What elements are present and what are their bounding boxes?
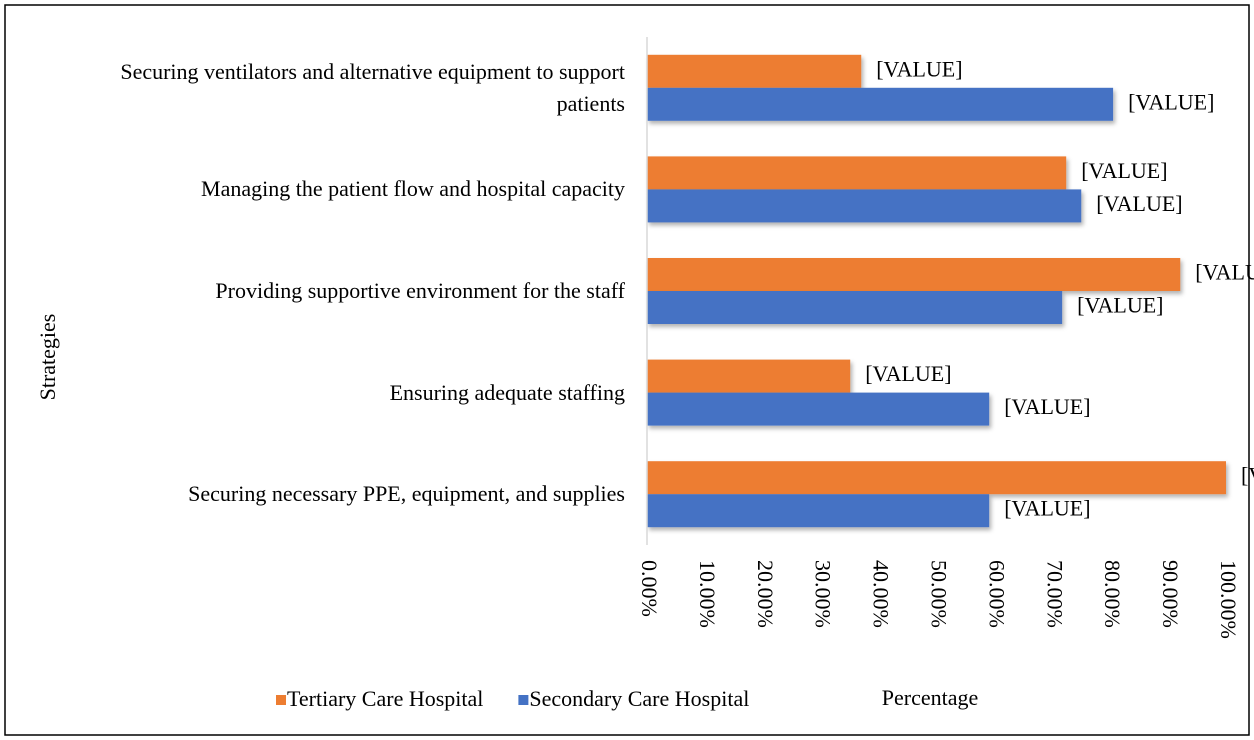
- y-tick-label: Managing the patient flow and hospital c…: [201, 176, 625, 202]
- bar: [647, 189, 1082, 223]
- x-tick-label: 30.00%: [811, 560, 836, 628]
- y-tick-label: Securing ventilators and alternative equ…: [120, 58, 625, 116]
- bar: [647, 461, 1226, 495]
- x-axis-title: Percentage: [882, 685, 979, 710]
- data-label: [VALUE]: [865, 361, 951, 386]
- y-axis-title: Strategies: [35, 314, 60, 401]
- x-tick-label: 50.00%: [926, 560, 951, 628]
- data-label: [VALUE]: [1096, 191, 1182, 216]
- data-label: [VALUE]: [1004, 496, 1090, 521]
- bar: [647, 156, 1067, 190]
- data-label: [VALUE]: [1195, 260, 1254, 285]
- x-tick-label: 80.00%: [1100, 560, 1125, 628]
- bar: [647, 87, 1114, 121]
- category-label-box: Ensuring adequate staffing: [389, 379, 625, 405]
- legend-label: Secondary Care Hospital: [529, 686, 749, 711]
- x-tick-label: 60.00%: [984, 560, 1009, 628]
- chart-border: [4, 4, 1250, 736]
- bar: [647, 54, 862, 88]
- x-tick-label: 0.00%: [637, 560, 662, 617]
- y-tick-label: Ensuring adequate staffing: [389, 379, 625, 405]
- legend-swatch: [276, 695, 286, 705]
- y-tick-label: Securing necessary PPE, equipment, and s…: [188, 481, 625, 507]
- data-label: [VALUE]: [1004, 394, 1090, 419]
- x-tick-label: 70.00%: [1042, 560, 1067, 628]
- x-tick-label: 20.00%: [753, 560, 778, 628]
- category-label-box: Providing supportive environment for the…: [215, 277, 625, 303]
- data-label: [VALUE]: [1081, 158, 1167, 183]
- legend-label: Tertiary Care Hospital: [287, 686, 483, 711]
- category-label-box: Securing ventilators and alternative equ…: [120, 58, 625, 116]
- data-label: [VALUE]: [1128, 89, 1214, 114]
- y-tick-label: Providing supportive environment for the…: [215, 277, 625, 303]
- bar: [647, 359, 851, 393]
- data-label: [VALUE]: [1077, 293, 1163, 318]
- bar: [647, 291, 1063, 324]
- data-label: [VALUE]: [876, 56, 962, 81]
- x-tick-label: 100.00%: [1216, 560, 1241, 639]
- x-tick-label: 90.00%: [1158, 560, 1183, 628]
- x-tick-label: 40.00%: [869, 560, 894, 628]
- category-label-box: Managing the patient flow and hospital c…: [201, 176, 625, 202]
- bar: [647, 494, 990, 528]
- x-tick-label: 10.00%: [695, 560, 720, 628]
- data-label: [VALUE]: [1241, 463, 1254, 488]
- bar: [647, 392, 990, 426]
- bar: [647, 258, 1181, 291]
- legend-swatch: [518, 695, 529, 705]
- category-label-box: Securing necessary PPE, equipment, and s…: [188, 481, 625, 507]
